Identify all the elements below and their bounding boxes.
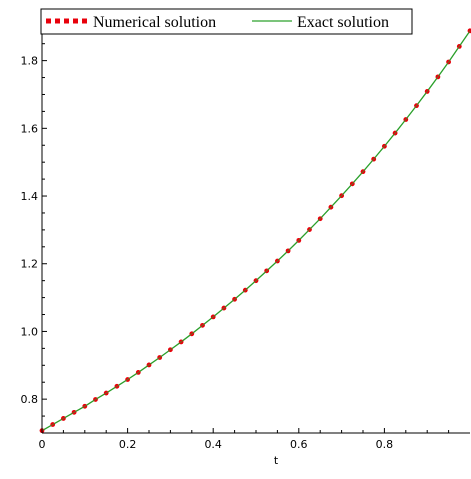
axes: 0 0.2 0.4 0.6 0.8 0.8 1.0 1.2 1.4 1.6 1.8 t: [21, 20, 470, 467]
legend-label-exact: Exact solution: [297, 14, 389, 31]
x-ticks: 0 0.2 0.4 0.6 0.8: [39, 428, 450, 451]
legend: Numerical solution Exact solution: [40, 8, 413, 35]
y-tick-label: 0.8: [21, 393, 39, 406]
x-tick-label: 0.8: [376, 438, 394, 451]
x-tick-label: 0.2: [119, 438, 137, 451]
y-tick-label: 1.6: [21, 122, 39, 135]
y-tick-label: 1.4: [21, 190, 39, 203]
series-line-exact: [41, 30, 471, 432]
legend-box: [40, 8, 413, 35]
data-point-numerical: [467, 28, 471, 34]
y-tick-label: 1.0: [21, 325, 39, 338]
legend-label-numerical: Numerical solution: [93, 14, 216, 31]
y-tick-label: 1.2: [21, 258, 39, 271]
x-tick-label: 0.6: [290, 438, 308, 451]
y-ticks: 0.8 1.0 1.2 1.4 1.6 1.8: [21, 26, 47, 417]
x-tick-label: 0.4: [204, 438, 222, 451]
x-axis-title: t: [274, 454, 279, 467]
y-tick-label: 1.8: [21, 55, 39, 68]
x-tick-label: 0: [39, 438, 46, 451]
plot-area: [39, 28, 471, 434]
series-line-exact-overlay: [41, 30, 471, 431]
